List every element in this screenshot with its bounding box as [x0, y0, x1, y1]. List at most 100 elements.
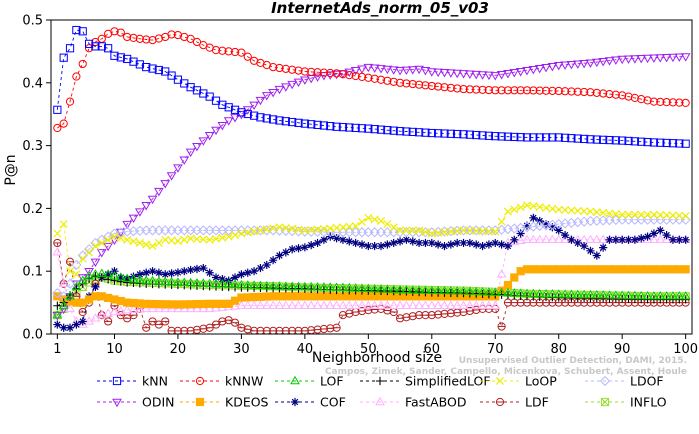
data-point-loop — [72, 270, 81, 279]
data-point-knnw — [243, 52, 252, 61]
data-point-knn — [142, 63, 151, 72]
data-point-fastabod — [534, 234, 545, 243]
data-point-odin — [407, 66, 418, 75]
y-tick-label: 0.0 — [22, 328, 43, 343]
data-point-odin — [649, 54, 659, 63]
data-point-cof — [161, 270, 170, 279]
data-point-cof — [65, 323, 75, 332]
data-point-odin — [160, 180, 171, 189]
data-point-knnw — [440, 83, 449, 92]
data-point-fastabod — [350, 300, 361, 309]
legend-item-knnw: kNNW — [180, 374, 263, 389]
data-point-knnw — [357, 72, 367, 81]
data-point-lof — [103, 269, 113, 278]
data-point-lof — [185, 277, 196, 287]
data-point-loop — [148, 242, 157, 251]
data-point-odin — [496, 71, 507, 80]
data-point-knn — [675, 139, 684, 148]
data-point-knn — [510, 132, 519, 142]
legend-marker — [195, 397, 205, 407]
data-point-lof — [58, 300, 69, 309]
data-point-lof — [109, 271, 120, 280]
data-point-knn — [376, 125, 386, 134]
data-point-cof — [522, 221, 532, 230]
data-point-knn — [402, 127, 411, 136]
legend-label: LDOF — [630, 374, 664, 389]
data-point-loop — [491, 227, 500, 236]
data-point-knnw — [605, 90, 614, 99]
data-point-knn — [104, 44, 113, 53]
legend-marker — [112, 376, 122, 386]
series-odin — [52, 53, 691, 321]
data-point-knnw — [624, 92, 633, 101]
data-point-ldf — [161, 317, 170, 326]
data-point-loop — [332, 223, 341, 232]
x-tick-label: 60 — [424, 342, 441, 357]
data-point-fastabod — [445, 300, 456, 309]
data-point-simplifiedlof — [53, 301, 62, 310]
data-point-cof — [573, 238, 582, 248]
data-point-knn — [446, 129, 455, 138]
data-point-ldof — [280, 225, 291, 236]
legend-label: KDEOS — [225, 395, 269, 410]
data-point-knnw — [313, 68, 322, 77]
data-point-loop — [554, 205, 563, 214]
data-point-knn — [230, 105, 240, 114]
data-point-loop — [440, 228, 449, 237]
data-point-fastabod — [122, 304, 133, 314]
data-point-odin — [509, 69, 520, 78]
data-point-cof — [383, 240, 392, 249]
data-point-lof — [649, 291, 659, 300]
data-point-knn — [472, 130, 481, 140]
data-point-odin — [249, 101, 259, 110]
data-point-odin — [642, 54, 653, 64]
data-point-knn — [592, 135, 601, 144]
data-point-kdeos — [681, 265, 690, 274]
data-point-fastabod — [331, 300, 342, 309]
data-point-knnw — [618, 91, 627, 100]
data-point-cof — [288, 245, 297, 254]
data-point-odin — [585, 59, 596, 68]
data-point-knnw — [281, 64, 290, 73]
data-point-fastabod — [312, 300, 323, 309]
series-cof — [53, 213, 690, 332]
data-point-lof — [484, 287, 494, 296]
data-point-knn — [599, 135, 608, 144]
data-point-cof — [491, 238, 500, 248]
data-point-knn — [516, 133, 525, 142]
data-point-lof — [71, 281, 82, 291]
data-point-knn — [84, 39, 94, 48]
data-point-lof — [655, 291, 666, 300]
data-point-odin — [211, 126, 221, 136]
data-point-knn — [72, 25, 81, 35]
data-point-odin — [204, 132, 215, 141]
data-point-cof — [434, 240, 443, 249]
data-point-ldf — [53, 238, 62, 248]
data-point-odin — [661, 53, 672, 63]
data-point-cof — [218, 274, 227, 284]
data-point-odin — [458, 70, 469, 79]
data-point-knnw — [218, 46, 227, 55]
data-point-knnw — [338, 70, 348, 79]
data-point-fastabod — [477, 300, 488, 309]
legend-marker — [375, 396, 385, 406]
data-point-knn — [154, 65, 163, 75]
data-point-cof — [370, 241, 379, 251]
data-point-cof — [281, 248, 290, 257]
data-point-knn — [332, 122, 341, 131]
data-point-knnw — [135, 34, 144, 43]
data-point-lof — [249, 280, 259, 289]
data-point-fastabod — [388, 300, 399, 309]
data-point-fastabod — [293, 300, 304, 309]
data-point-odin — [299, 76, 310, 85]
data-point-cof — [662, 230, 671, 240]
x-tick-label: 100 — [673, 342, 698, 357]
data-point-odin — [426, 68, 437, 77]
data-point-loop — [522, 201, 532, 210]
data-point-lof — [77, 275, 88, 284]
data-point-loop — [402, 226, 411, 235]
legend-marker — [495, 397, 505, 407]
x-tick-label: 50 — [360, 342, 377, 357]
data-point-knnw — [370, 74, 379, 83]
data-point-lof — [115, 272, 126, 281]
